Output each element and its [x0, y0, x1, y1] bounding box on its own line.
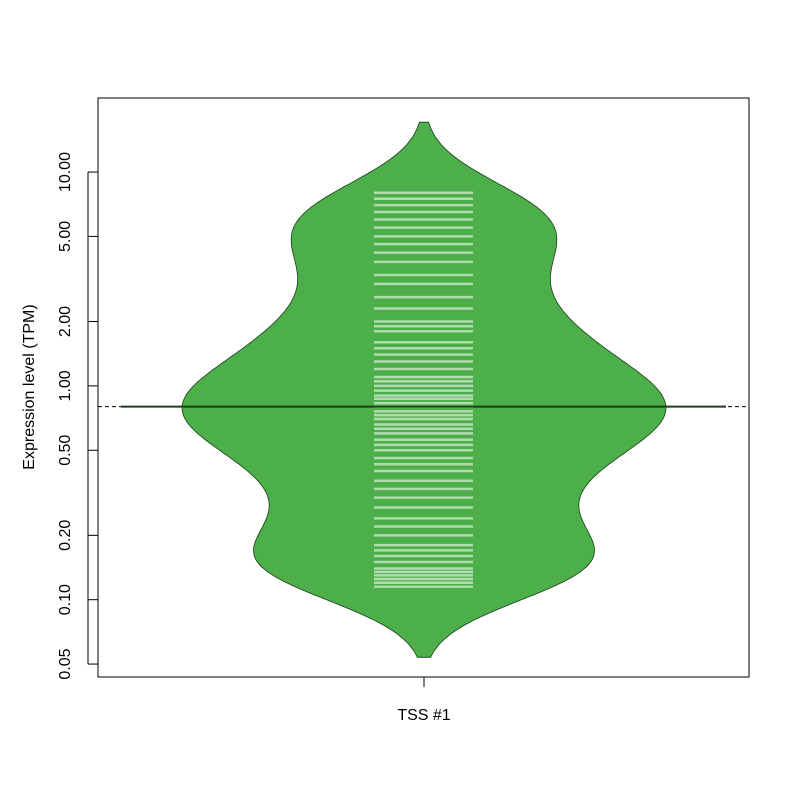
- y-tick-label: 0.20: [57, 520, 74, 551]
- plot-box: [97, 97, 750, 678]
- y-axis-label: Expression level (TPM): [21, 304, 38, 469]
- y-tick-label: 0.10: [57, 584, 74, 615]
- x-tick-label: TSS #1: [397, 707, 450, 724]
- y-tick-label: 0.50: [57, 435, 74, 466]
- y-tick-label: 0.05: [57, 648, 74, 679]
- y-tick-label: 2.00: [57, 306, 74, 337]
- y-tick-label: 10.00: [57, 152, 74, 192]
- y-tick-label: 1.00: [57, 370, 74, 401]
- y-tick-label: 5.00: [57, 221, 74, 252]
